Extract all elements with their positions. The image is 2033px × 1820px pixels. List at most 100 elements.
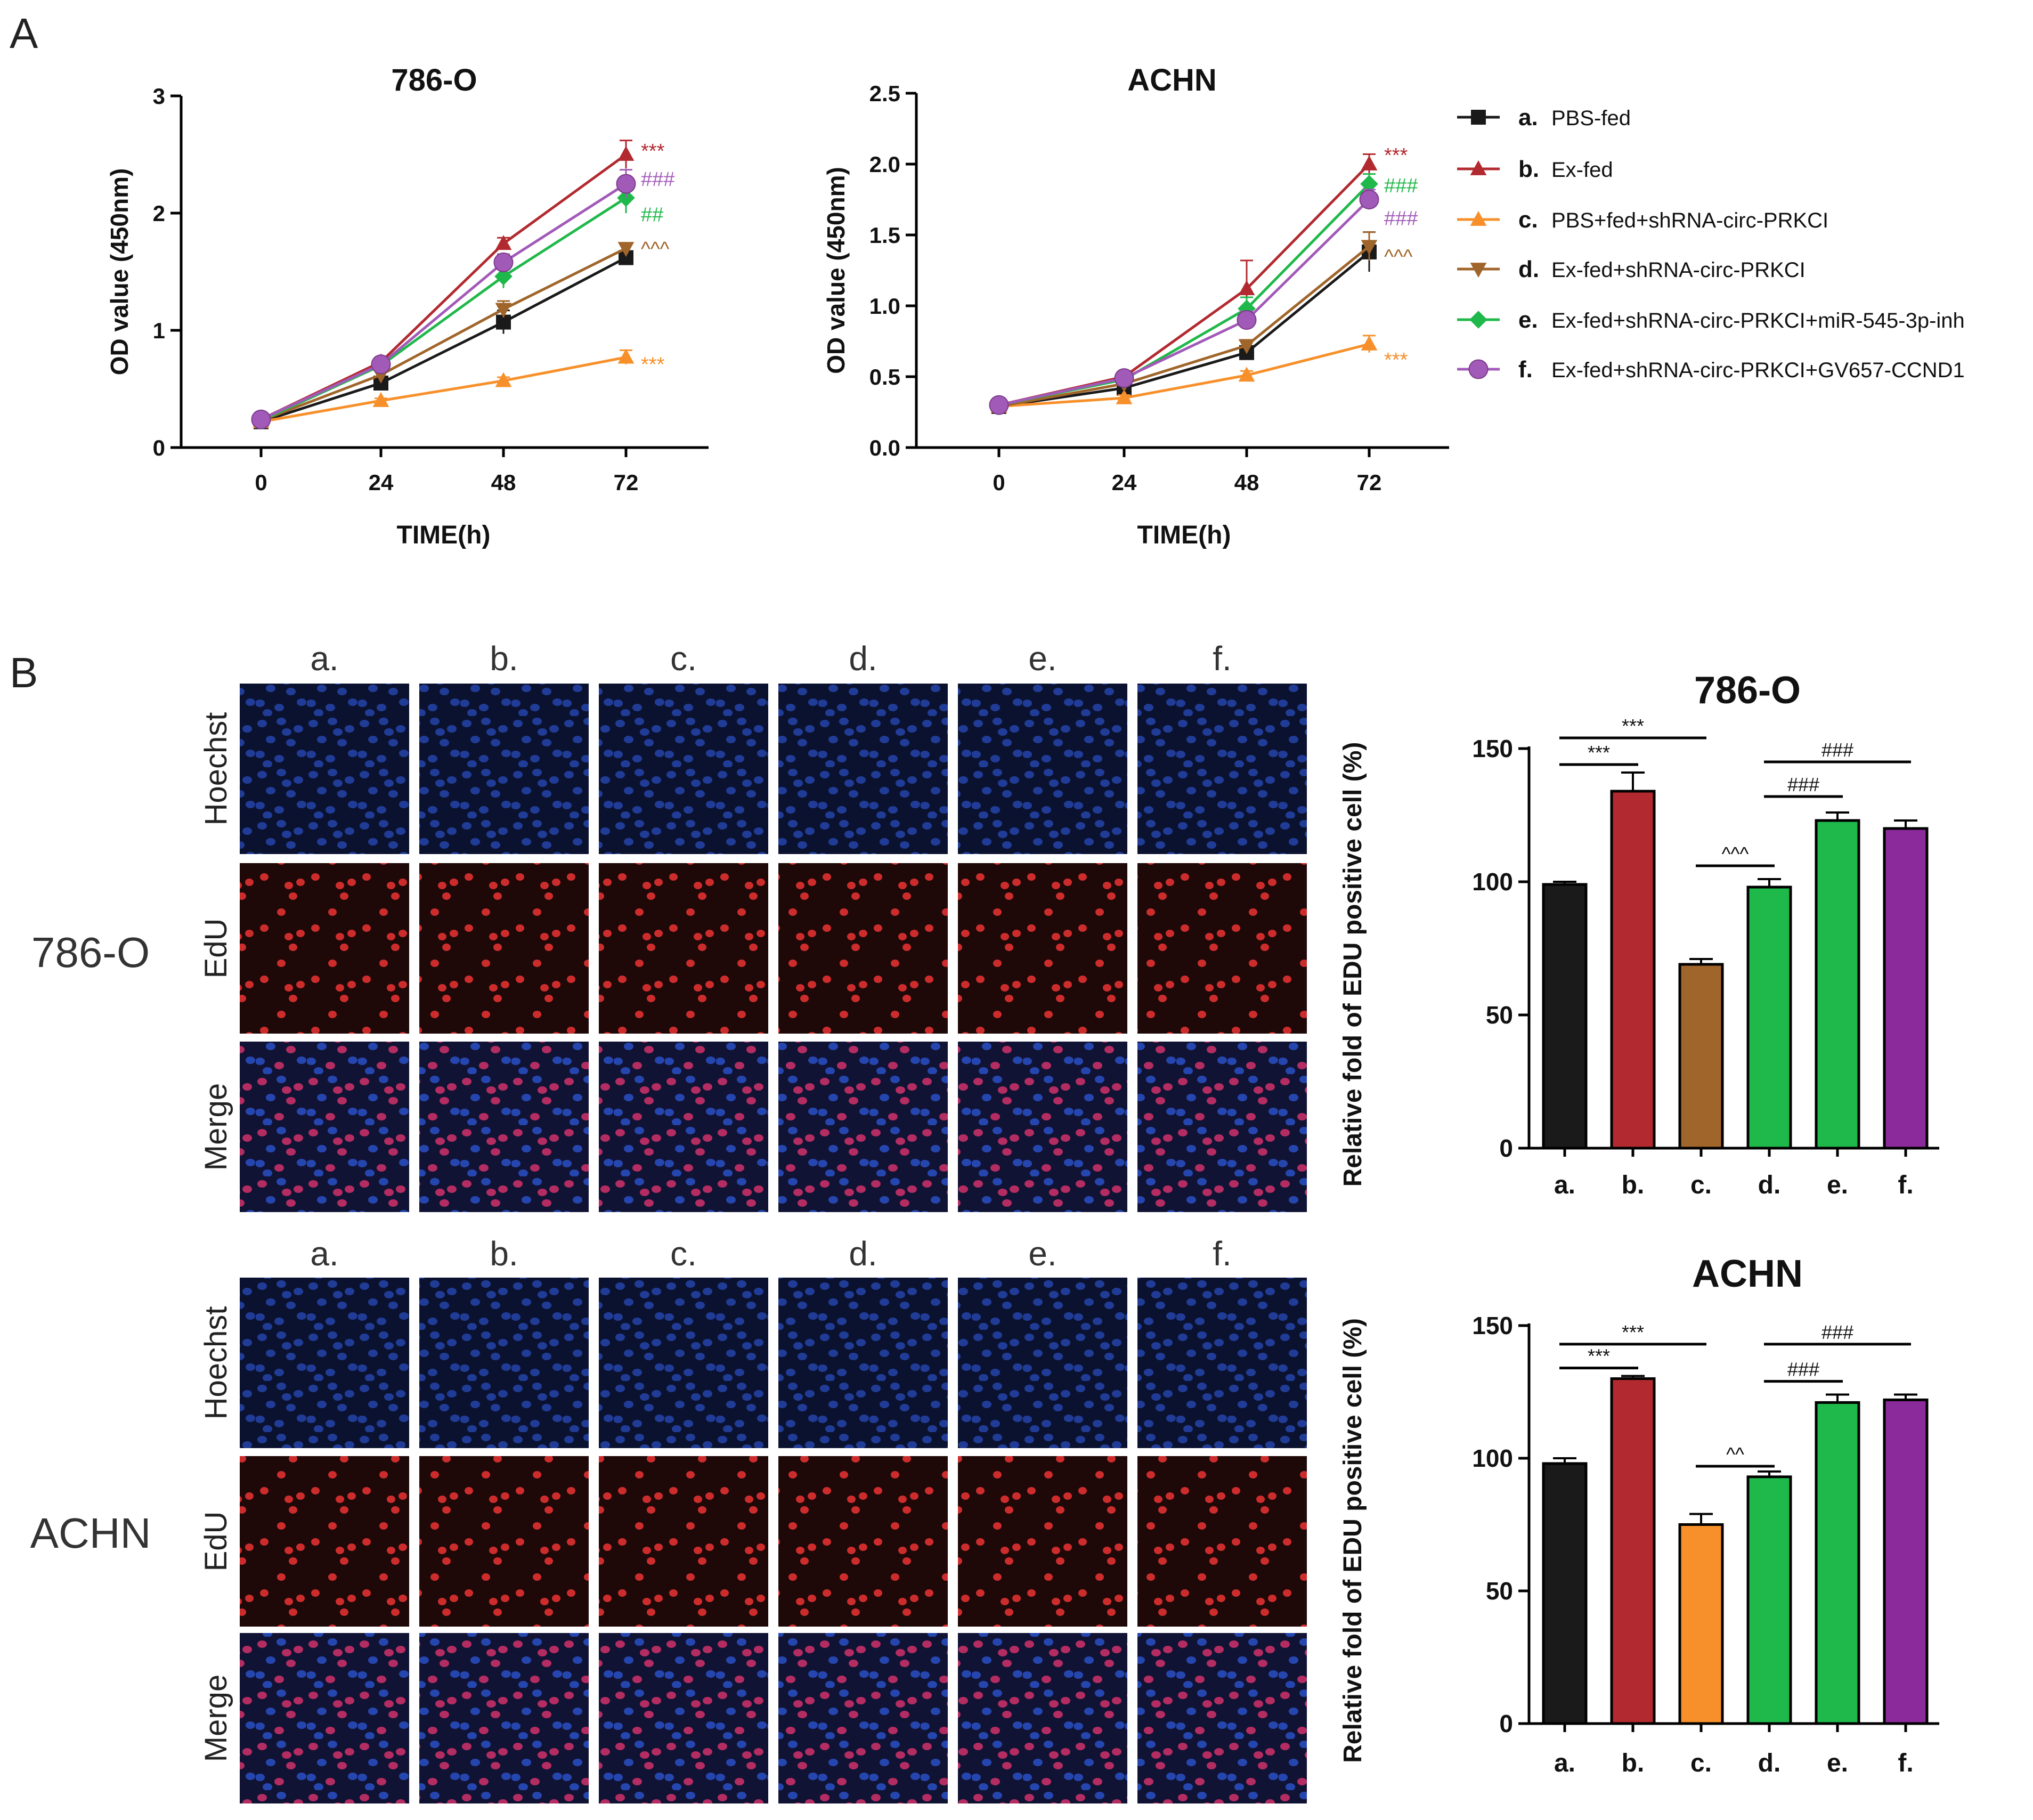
data-point — [1237, 310, 1257, 330]
y-axis-label: Relative fold of EDU positive cell (%) — [1339, 1318, 1367, 1763]
chart-title: 786-O — [391, 63, 477, 98]
micrograph-hoechst-b — [419, 684, 589, 854]
series-line — [998, 343, 1370, 408]
row-label: Merge — [199, 1675, 233, 1762]
x-tick-label: e. — [1827, 1171, 1848, 1199]
legend-key: a. — [1518, 104, 1538, 131]
bar-d — [1746, 885, 1792, 1150]
legend-key: d. — [1518, 256, 1539, 282]
x-tick-label: 0 — [255, 470, 267, 495]
data-point — [1238, 339, 1255, 354]
micrograph-merge-e — [958, 1633, 1127, 1803]
bar-e — [1815, 1401, 1860, 1725]
chart-title: 786-O — [1694, 669, 1801, 712]
data-point — [617, 348, 635, 364]
legend-marker — [1469, 311, 1487, 329]
bar-a — [1542, 883, 1588, 1150]
legend-marker — [1471, 110, 1486, 125]
comparison-label: ### — [1787, 774, 1819, 795]
series-c: *** — [253, 348, 665, 428]
micrograph-edu-f — [1137, 863, 1307, 1034]
x-tick-label: 72 — [1357, 470, 1382, 495]
legend-key: b. — [1518, 156, 1539, 182]
comparison-label: *** — [1622, 715, 1644, 737]
y-tick-label: 3 — [153, 84, 165, 109]
significance-mark: *** — [641, 354, 665, 376]
micrograph-edu-c — [599, 863, 768, 1034]
column-label: a. — [310, 1234, 338, 1273]
data-point — [1238, 367, 1255, 382]
cell-line-label: ACHN — [30, 1509, 151, 1557]
micrograph-hoechst-b — [419, 1278, 589, 1448]
y-tick-label: 150 — [1472, 1312, 1513, 1339]
y-tick-label: 0 — [153, 435, 165, 460]
line-chart-ACHN: 0.0 0.5 1.0 1.5 2.0 2.5 0 24 48 72 ACHN TIME(h) OD v… — [822, 63, 1449, 549]
significance-mark: ^^^ — [1384, 246, 1413, 268]
bar-f — [1883, 827, 1929, 1150]
bar-d — [1746, 1475, 1792, 1725]
y-tick-label: 1 — [153, 318, 165, 343]
legend-item-e: e. Ex-fed+shRNA-circ-PRKCI+miR-545-3p-inh — [1457, 307, 1965, 333]
bar-chart-786-O: 0 50 100 150 a. b. c. d. e. f. *** *** ^^^ ###### 786-… — [1339, 669, 1939, 1199]
micrograph-edu-b — [419, 1456, 589, 1627]
panel-label-b: B — [10, 649, 38, 696]
micrograph-edu-a — [240, 1456, 409, 1627]
comparison-label: *** — [1588, 1345, 1610, 1367]
x-tick-label: 48 — [1234, 470, 1259, 495]
bar-chart-ACHN: 0 50 100 150 a. b. c. d. e. f. *** *** ^^ ###### ACHN R… — [1339, 1253, 1939, 1777]
column-label: a. — [310, 639, 338, 678]
data-point — [372, 392, 389, 407]
microscopy-grid: a. b. c. d. e. f. Hoechst EdU Merge 786-O a. b. c. d.… — [30, 639, 1307, 1803]
y-tick-label: 2.0 — [869, 152, 900, 177]
line-chart-786-O: 0 1 2 3 0 24 48 72 786-O TIME(h) OD value (450nm) *… — [105, 63, 709, 549]
significance-mark: ## — [641, 204, 663, 226]
micrograph-merge-d — [778, 1633, 948, 1803]
data-point — [1114, 368, 1134, 388]
data-point — [1359, 190, 1379, 209]
y-tick-label: 50 — [1486, 1577, 1513, 1605]
micrograph-hoechst-d — [778, 1278, 948, 1448]
x-tick-label: 24 — [1112, 470, 1137, 495]
series-line — [998, 198, 1370, 407]
legend-label: PBS-fed — [1551, 107, 1631, 130]
column-label: d. — [849, 1234, 877, 1273]
column-label: c. — [670, 1234, 697, 1273]
x-tick-label: d. — [1758, 1749, 1781, 1777]
column-label: d. — [849, 639, 877, 678]
column-label: b. — [490, 639, 518, 678]
comparison-label: ### — [1787, 1359, 1819, 1380]
micrograph-hoechst-f — [1137, 684, 1307, 854]
x-tick-label: c. — [1690, 1749, 1712, 1777]
significance-mark: ### — [641, 168, 674, 191]
row-label: EdU — [199, 919, 233, 979]
data-point — [493, 252, 514, 272]
micrograph-hoechst-a — [240, 1278, 409, 1448]
row-label: Hoechst — [199, 1306, 233, 1420]
micrograph-edu-a — [240, 863, 409, 1034]
data-point — [1360, 175, 1378, 193]
micrograph-merge-a — [240, 1633, 409, 1803]
micrograph-merge-c — [599, 1633, 768, 1803]
data-point — [616, 174, 636, 194]
significance-mark: *** — [1384, 144, 1408, 167]
column-label: e. — [1028, 1234, 1056, 1273]
legend-marker — [1470, 263, 1487, 278]
micrograph-merge-d — [778, 1042, 948, 1212]
micrograph-hoechst-e — [958, 684, 1127, 854]
line-charts: 0 1 2 3 0 24 48 72 786-O TIME(h) OD value (450nm) *… — [105, 63, 1449, 549]
legend-marker — [1470, 160, 1487, 175]
chart-title: ACHN — [1692, 1253, 1803, 1295]
data-point — [617, 145, 635, 161]
data-point — [494, 267, 513, 286]
bar-b — [1610, 1377, 1656, 1725]
legend-item-c: c. PBS+fed+shRNA-circ-PRKCI — [1457, 207, 1828, 233]
significance-mark: *** — [641, 140, 665, 162]
column-label: e. — [1028, 639, 1056, 678]
data-point — [371, 354, 391, 375]
micrograph-edu-e — [958, 1456, 1127, 1627]
x-tick-label: 0 — [993, 470, 1005, 495]
x-tick-label: a. — [1554, 1749, 1575, 1777]
y-axis-label: OD value (450nm) — [822, 167, 850, 374]
legend-item-d: d. Ex-fed+shRNA-circ-PRKCI — [1457, 256, 1806, 282]
legend-label: Ex-fed+shRNA-circ-PRKCI+miR-545-3p-inh — [1551, 309, 1965, 332]
